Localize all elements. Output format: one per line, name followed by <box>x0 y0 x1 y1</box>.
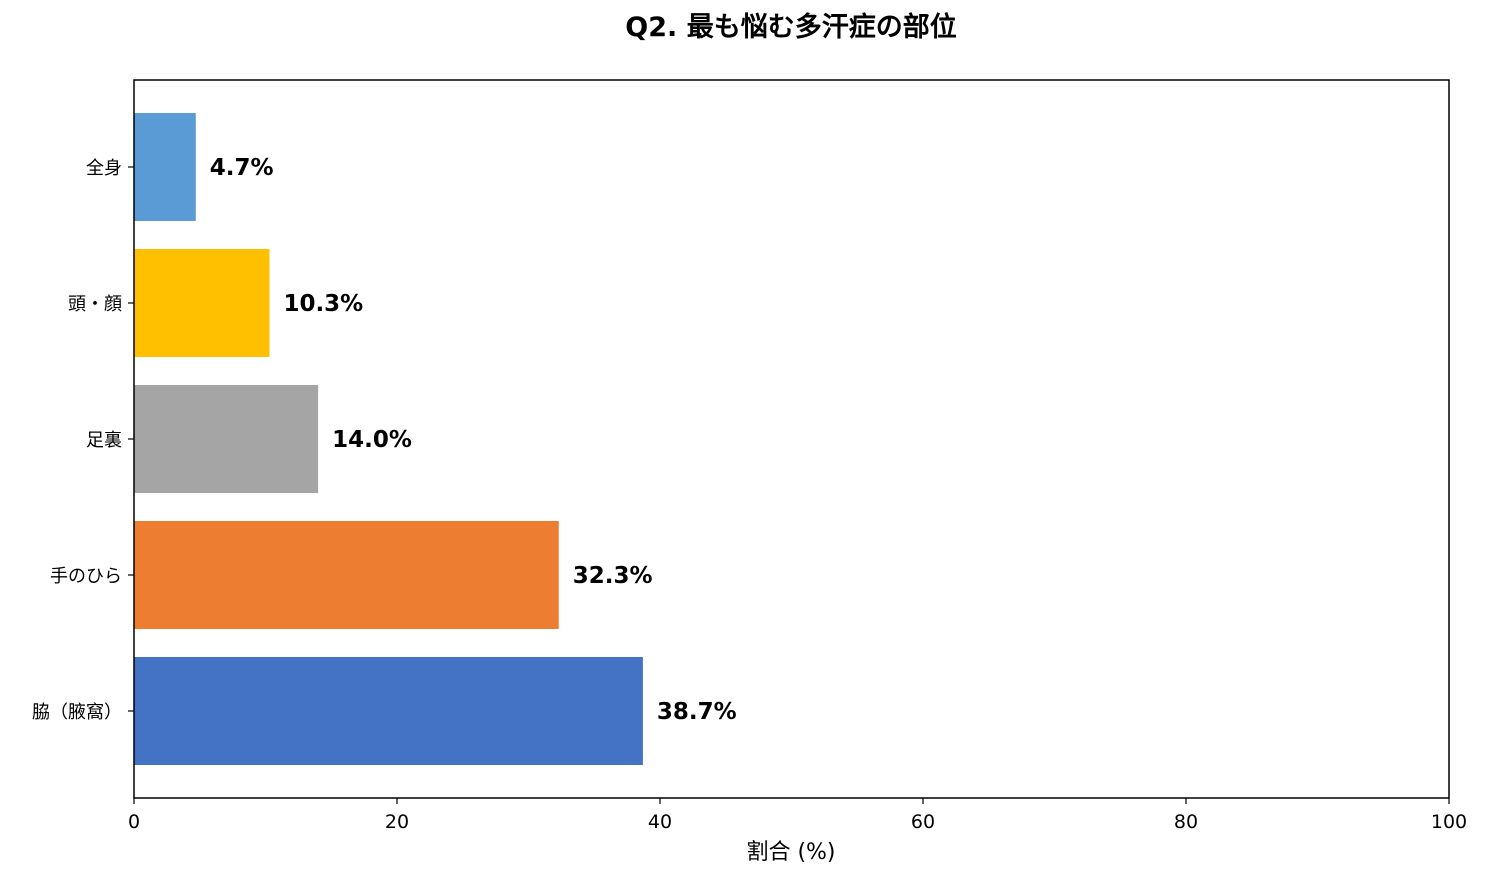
bar-4 <box>134 113 196 221</box>
chart-title: Q2. 最も悩む多汗症の部位 <box>625 11 956 43</box>
x-tick-label-5: 100 <box>1431 811 1467 833</box>
y-axis: 脇（腋窩） 手のひら 足裏 頭・顔 全身 <box>32 158 134 723</box>
bar-1 <box>134 521 559 629</box>
bar-0 <box>134 657 643 765</box>
category-label-4: 全身 <box>86 158 122 179</box>
bar-2 <box>134 385 319 493</box>
category-label-2: 足裏 <box>86 430 122 451</box>
x-tick-label-1: 20 <box>385 811 409 833</box>
bar-3 <box>134 249 270 357</box>
bars-layer: 38.7% 32.3% 14.0% 10.3% 4.7% <box>134 113 737 765</box>
x-axis-label: 割合 (%) <box>746 840 835 865</box>
x-tick-label-2: 40 <box>648 811 672 833</box>
value-label-0: 38.7% <box>657 699 737 725</box>
value-label-2: 14.0% <box>332 427 412 453</box>
category-label-1: 手のひら <box>50 566 122 587</box>
x-tick-label-4: 80 <box>1174 811 1198 833</box>
value-label-3: 10.3% <box>283 291 363 317</box>
x-tick-label-0: 0 <box>128 811 140 833</box>
category-label-3: 頭・顔 <box>68 294 122 315</box>
x-tick-label-3: 60 <box>911 811 935 833</box>
category-label-0: 脇（腋窩） <box>32 702 122 723</box>
x-axis: 0 20 40 60 80 100 <box>128 798 1467 833</box>
value-label-1: 32.3% <box>573 563 653 589</box>
value-label-4: 4.7% <box>210 155 274 181</box>
